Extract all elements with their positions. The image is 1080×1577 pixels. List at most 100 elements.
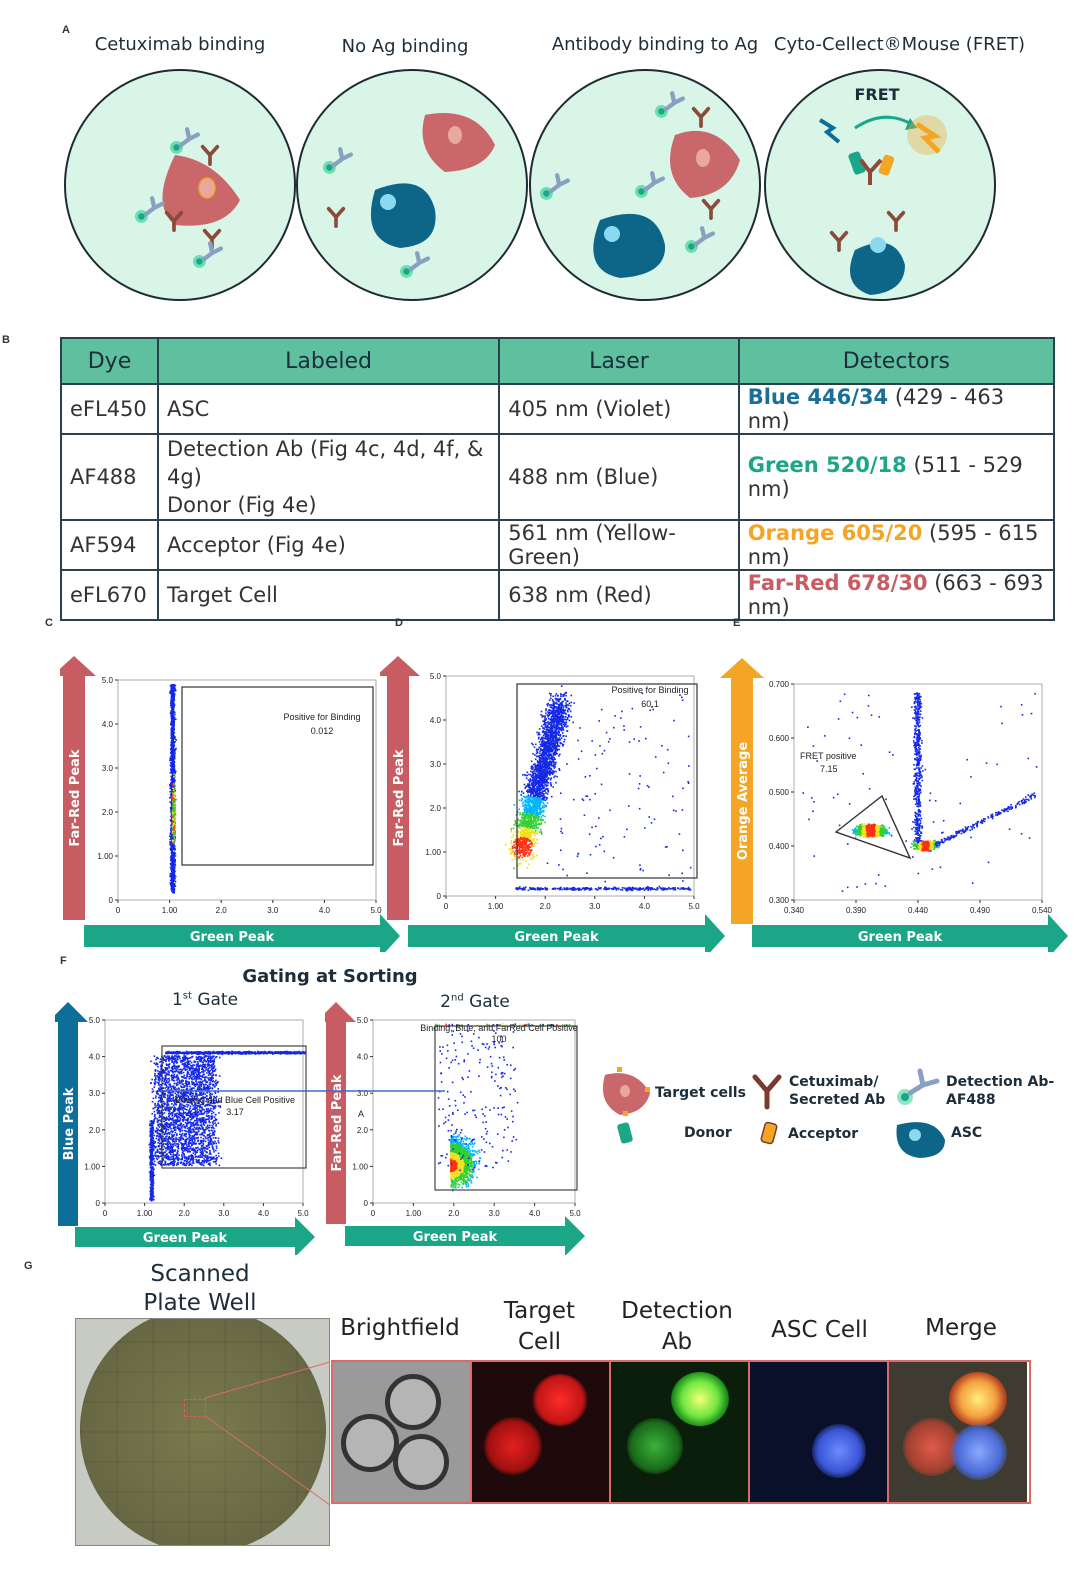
event-dot: [544, 746, 547, 748]
y-tick-label: 0.400: [769, 842, 790, 851]
event-dot: [171, 834, 174, 837]
event-dot: [672, 795, 674, 798]
event-dot: [550, 754, 553, 757]
event-dot: [518, 840, 521, 843]
event-dot: [544, 799, 547, 802]
event-dot: [567, 888, 569, 890]
cell-laser: 638 nm (Red): [498, 569, 740, 621]
event-dot: [172, 751, 175, 753]
event-dot: [173, 768, 176, 771]
y-tick-label: 0.700: [769, 680, 790, 689]
event-dot: [550, 733, 553, 736]
event-dot: [674, 887, 676, 889]
event-dot: [511, 847, 514, 849]
event-dot: [534, 829, 537, 832]
event-dot: [552, 736, 555, 738]
event-dot: [666, 748, 669, 751]
event-dot: [555, 716, 557, 718]
event-dot: [541, 832, 543, 835]
event-dot: [532, 821, 535, 823]
y-tick-label: 2.0: [430, 804, 442, 813]
event-dot: [540, 822, 543, 824]
event-dot: [561, 720, 564, 723]
event-dot: [631, 889, 634, 892]
event-dot: [551, 707, 553, 709]
event-dot: [567, 710, 569, 713]
event-dot: [525, 774, 528, 777]
event-dot: [557, 699, 559, 702]
event-dot: [537, 785, 539, 788]
event-dot: [607, 740, 610, 743]
event-dot: [517, 844, 520, 846]
event-dot: [562, 729, 565, 731]
event-dot: [171, 707, 174, 710]
event-dot: [531, 765, 534, 768]
event-dot: [538, 803, 540, 805]
event-dot: [171, 765, 173, 767]
event-dot: [553, 741, 555, 743]
event-dot: [688, 765, 690, 767]
event-dot: [173, 772, 176, 774]
event-dot: [556, 716, 559, 719]
event-dot: [524, 826, 526, 829]
event-dot: [549, 694, 552, 697]
event-dot: [536, 765, 539, 768]
event-dot: [553, 752, 555, 755]
event-dot: [566, 874, 568, 877]
event-dot: [171, 736, 174, 739]
event-dot: [532, 767, 534, 769]
event-dot: [171, 690, 174, 692]
event-dot: [666, 888, 668, 891]
event-dot: [554, 713, 557, 716]
event-dot: [529, 796, 532, 799]
event-dot: [556, 745, 558, 747]
event-dot: [173, 792, 176, 794]
event-dot: [554, 734, 556, 737]
event-dot: [525, 804, 527, 806]
event-dot: [531, 821, 534, 823]
event-dot: [174, 795, 177, 797]
event-dot: [577, 853, 579, 855]
event-dot: [560, 849, 562, 852]
event-dot: [534, 765, 536, 768]
event-dot: [172, 798, 175, 800]
event-dot: [172, 754, 175, 757]
event-dot: [532, 763, 535, 766]
event-dot: [174, 789, 177, 792]
event-dot: [595, 845, 597, 848]
event-dot: [535, 807, 538, 810]
event-dot: [519, 851, 521, 853]
event-dot: [172, 692, 175, 694]
event-dot: [544, 760, 547, 763]
event-dot: [170, 795, 173, 798]
event-dot: [529, 779, 532, 782]
event-dot: [172, 753, 175, 756]
event-dot: [547, 767, 550, 770]
cell-dye: AF488: [60, 433, 159, 521]
event-dot: [527, 779, 530, 781]
event-dot: [613, 726, 615, 729]
event-dot: [542, 769, 545, 772]
event-dot: [540, 794, 543, 796]
event-dot: [529, 804, 532, 806]
event-dot: [530, 858, 533, 861]
event-dot: [526, 835, 528, 838]
event-dot: [173, 845, 176, 847]
event-dot: [171, 732, 174, 734]
event-dot: [558, 716, 561, 719]
event-dot: [527, 785, 529, 788]
event-dot: [551, 713, 554, 715]
event-dot: [522, 813, 524, 816]
event-dot: [548, 723, 551, 725]
event-dot: [169, 882, 172, 885]
event-dot: [531, 792, 534, 795]
event-dot: [643, 889, 646, 891]
event-dot: [552, 721, 555, 723]
event-dot: [551, 744, 554, 747]
event-dot: [523, 842, 525, 845]
event-dot: [548, 755, 551, 757]
event-dot: [523, 886, 525, 889]
event-dot: [549, 770, 551, 772]
event-dot: [562, 716, 565, 719]
event-dot: [524, 826, 527, 828]
